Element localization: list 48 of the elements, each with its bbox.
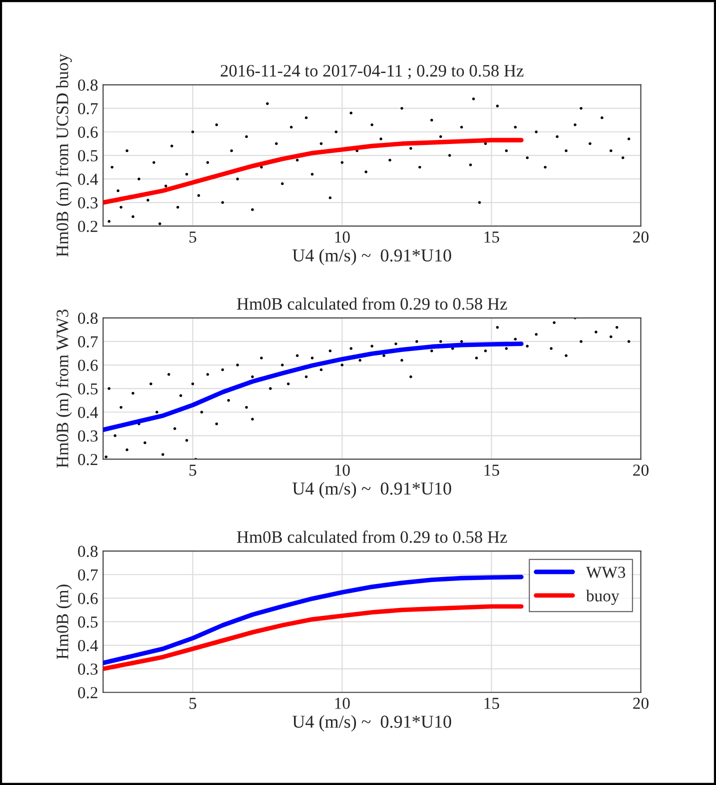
line-series — [103, 604, 524, 672]
y-tick-label: 0.4 — [78, 640, 98, 652]
x-tick-label: 20 — [633, 464, 649, 476]
y-tick-label: 0.7 — [78, 569, 98, 581]
y-tick-label: 0.8 — [78, 546, 98, 558]
y-tick-label: 0.3 — [78, 430, 98, 442]
legend-label: WW3 — [586, 566, 626, 578]
y-tick-label: 0.6 — [78, 126, 98, 138]
y-axis-title: Hm0B (m) from WW3 — [56, 310, 72, 468]
y-tick-label: 0.6 — [78, 360, 98, 372]
y-tick-label: 0.4 — [78, 406, 98, 418]
y-axis-title: Hm0B (m) from UCSD buoy — [56, 54, 72, 257]
x-tick-label: 10 — [335, 231, 350, 243]
line-series — [103, 342, 524, 432]
y-tick-label: 0.8 — [78, 79, 98, 91]
x-tick-label: 10 — [335, 464, 350, 476]
y-tick-label: 0.2 — [78, 220, 98, 232]
x-tick-label: 5 — [190, 232, 196, 243]
x-axis-title: U4 (m/s) ~ 0.91*U10 — [292, 482, 452, 498]
y-tick-label: 0.3 — [78, 197, 98, 209]
x-tick-label: 20 — [633, 698, 649, 709]
x-tick-label: 15 — [484, 698, 500, 709]
legend-label: buoy — [586, 590, 620, 605]
y-tick-label: 0.2 — [78, 687, 98, 698]
x-axis-title: U4 (m/s) ~ 0.91*U10 — [292, 248, 452, 266]
y-tick-label: 0.5 — [78, 150, 98, 162]
chart-title: Hm0B calculated from 0.29 to 0.58 Hz — [236, 530, 507, 543]
x-tick-label: 20 — [633, 231, 649, 243]
y-tick-label: 0.5 — [78, 383, 98, 395]
chart-title: 2016-11-24 to 2017-04-11 ; 0.29 to 0.58 Hz — [220, 64, 524, 80]
y-tick-label: 0.7 — [78, 336, 98, 348]
y-tick-label: 0.7 — [78, 103, 98, 114]
x-tick-label: 5 — [190, 698, 196, 709]
y-tick-label: 0.6 — [78, 592, 98, 604]
y-axis-title: Hm0B (m) — [56, 584, 72, 660]
line-series — [103, 574, 524, 666]
y-tick-label: 0.2 — [78, 454, 98, 466]
line-series — [103, 138, 524, 205]
chart-title: Hm0B calculated from 0.29 to 0.58 Hz — [236, 297, 507, 310]
y-tick-label: 0.8 — [78, 312, 98, 324]
y-tick-label: 0.5 — [78, 616, 98, 628]
x-axis-title: U4 (m/s) ~ 0.91*U10 — [292, 715, 452, 732]
y-tick-label: 0.3 — [78, 664, 98, 675]
x-tick-label: 5 — [190, 464, 196, 476]
x-tick-label: 15 — [484, 464, 500, 476]
x-tick-label: 15 — [484, 232, 500, 243]
y-tick-label: 0.4 — [78, 174, 98, 185]
x-tick-label: 10 — [335, 698, 350, 709]
